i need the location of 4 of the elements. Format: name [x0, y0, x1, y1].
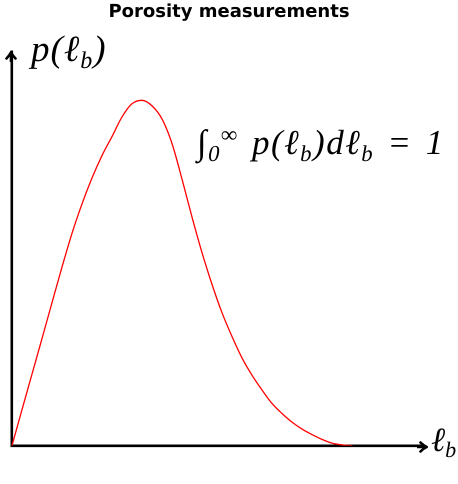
- y-axis-title: p(ℓ$_{b}$): [31, 29, 107, 74]
- chart-title: Porosity measurements: [107, 1, 351, 23]
- x-axis-title: ℓ$_{b}$: [431, 422, 456, 462]
- annotation: ∫$_{0}$$^{∞}$ p(ℓ$_{b}$)dℓ$_{b}$ = 1: [197, 122, 445, 166]
